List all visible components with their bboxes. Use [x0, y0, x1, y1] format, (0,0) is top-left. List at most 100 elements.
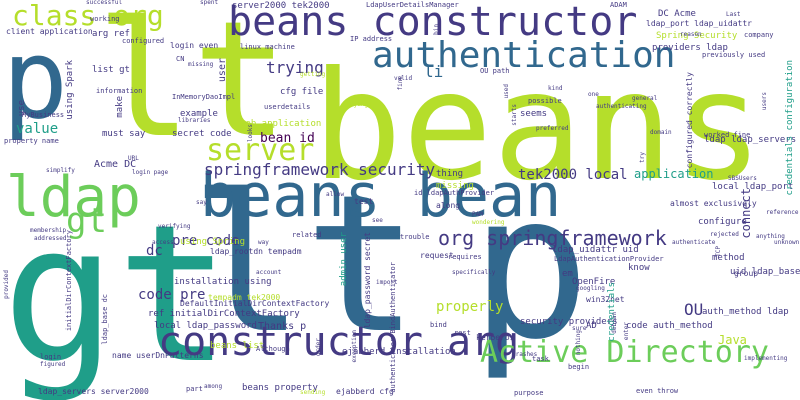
word-among: among	[204, 383, 223, 390]
word-implementing: implementing	[744, 355, 788, 362]
word-missing: missing	[436, 181, 474, 191]
word-use: use	[17, 100, 27, 117]
word-beans-list: beans list	[210, 341, 265, 351]
word-admin-user: admin user	[339, 232, 349, 287]
word-successful: successful	[86, 0, 123, 6]
word-seems: seems	[520, 109, 548, 119]
word-arg-ref: arg ref	[92, 29, 130, 39]
word-rest: rest	[454, 329, 471, 337]
word-enter: enter	[623, 322, 630, 341]
word-verifying: verifying	[158, 223, 191, 230]
word-kerberos: kerberos	[476, 333, 515, 342]
word-local-ldap-password: local ldap_password	[154, 321, 257, 331]
word-along: along	[436, 201, 461, 210]
word-bind: bind	[430, 321, 447, 329]
word-figured: figured	[40, 361, 66, 368]
word-domain: domain	[650, 129, 672, 136]
word-make: make	[115, 96, 125, 118]
word-know: know	[628, 263, 650, 273]
word-cfg-file: cfg file	[280, 87, 324, 97]
word-p-main: p	[470, 151, 591, 384]
word-debian: debian	[611, 312, 618, 334]
word-anything: anything	[756, 233, 785, 240]
word-crashes: crashes	[512, 351, 538, 358]
word-mybusiness: MyBusiness	[22, 111, 65, 119]
word-userdetails: userdetails	[264, 103, 311, 111]
word-em: em	[562, 269, 573, 279]
word-bean-id: bean id	[260, 131, 315, 146]
word-worked-fine: worked fine	[704, 131, 751, 139]
word-addressed: addressed	[34, 235, 67, 242]
word-ldap-ldap-servers: ldap ldap_servers	[704, 135, 797, 145]
word-login-even: login even	[170, 41, 219, 50]
word-begin: begin	[568, 363, 590, 371]
word-properly: properly	[436, 299, 504, 315]
word-beans-constructor: beans constructor	[228, 0, 638, 45]
word-using-spring: using Spring	[180, 237, 246, 247]
word-getting: getting	[300, 71, 326, 78]
word-bin: bin	[433, 24, 440, 35]
word-using-spark: using Spark	[65, 60, 75, 120]
word-server: server	[206, 133, 315, 168]
word-connect: connect	[739, 188, 753, 239]
word-looks: looks	[247, 124, 254, 143]
word-server2000-tek2000: server2000 tek2000	[232, 1, 330, 11]
word-information: information	[96, 87, 143, 95]
word-try: try	[639, 152, 646, 163]
word-win32net: win32net	[586, 295, 625, 304]
word-security-providers: security providers	[520, 317, 618, 327]
word-authenticating: authenticating	[596, 103, 647, 110]
word-ldapauthenticationprovider: LdapAuthenticationProvider	[554, 255, 664, 263]
word-libraries: libraries	[178, 117, 211, 124]
word-account: account	[256, 269, 282, 276]
word-say: say	[196, 199, 207, 206]
word-related: related	[292, 231, 322, 239]
word-property-name: property name	[4, 137, 59, 145]
word-trying: trying	[266, 58, 324, 77]
word-configure: configure	[698, 217, 747, 227]
word-ref-initialdircontextfactory: ref initialDirContextFactory	[148, 309, 300, 319]
word-users: users	[761, 92, 768, 111]
word-almost-exclusively: almost exclusively	[670, 199, 757, 208]
word-li: li	[424, 62, 444, 81]
word-starts: starts	[511, 104, 518, 126]
word-missing-small: missing	[188, 61, 214, 68]
word-specifically: specifically	[452, 269, 496, 276]
word-installation-using: installation using	[174, 277, 272, 287]
word-user: user	[217, 58, 228, 83]
word-name-userdnpatterns: name userDnPatterns	[112, 351, 204, 360]
word-test: test	[354, 197, 374, 206]
word-list-gt: list gt	[92, 65, 130, 75]
word-code-auth-method: code auth_method	[626, 321, 713, 331]
word-used: used	[503, 84, 510, 99]
word-client-application: client application	[6, 27, 93, 36]
word-sbsusers: SBSUsers	[728, 175, 757, 182]
word-sending: sending	[300, 389, 326, 396]
word-ip-address: IP address	[350, 35, 393, 43]
word-acme-dc: Acme DC	[94, 159, 137, 170]
word-last: Last	[726, 11, 741, 18]
word-way: way	[258, 239, 269, 246]
word-membership: membership	[30, 227, 67, 234]
word-configured: configured	[122, 37, 165, 45]
word-springframework-security: springframework security	[204, 160, 436, 179]
word-ldap: ldap	[6, 165, 141, 230]
word-authentication: authentication	[372, 35, 676, 76]
word-trouble: trouble	[400, 233, 430, 241]
word-defaultinitialdircontextfactory: DefaultInitialDirContextFactory	[180, 299, 330, 308]
word-ldapuserdetailsmanager: LdapUserDetailsManager	[366, 1, 459, 9]
word-although: Although	[256, 345, 290, 353]
word-request: request	[420, 251, 454, 260]
word-openfire: OpenFire	[572, 277, 616, 287]
word-uid-ldap-base: uid ldap_base	[730, 267, 800, 277]
word-ldap-port-uidattr: ldap_port ldap_uidattr	[646, 19, 752, 28]
word-login-page: login page	[132, 169, 169, 176]
word-pam: PAM	[472, 211, 483, 218]
word-gt-main: gt	[2, 184, 231, 400]
word-preferred: preferred	[536, 125, 569, 132]
word-access: access	[152, 239, 174, 246]
word-auth-method-ldap: auth_method ldap	[702, 307, 789, 317]
word-tempadm-tek2000: tempadm tek2000	[208, 293, 281, 302]
word-previously-used: previously used	[702, 51, 766, 59]
word-gt-small: gt	[66, 201, 107, 241]
